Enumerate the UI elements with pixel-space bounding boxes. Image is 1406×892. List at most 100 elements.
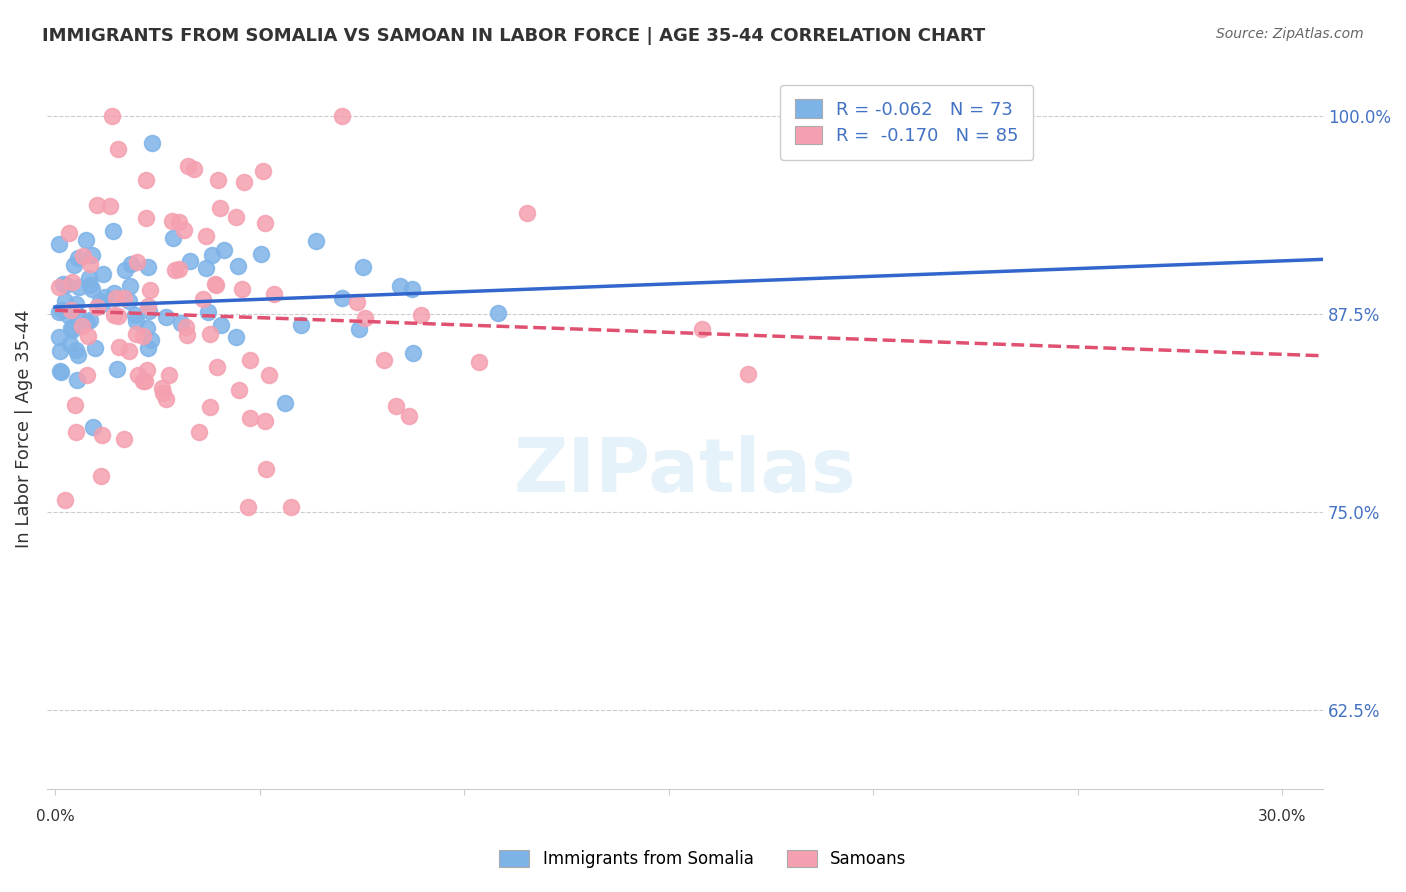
Point — [48, 305, 70, 319]
Point — [59, 337, 82, 351]
Point — [103, 308, 125, 322]
Point — [225, 329, 247, 343]
Point — [112, 433, 135, 447]
Point — [117, 344, 139, 359]
Point — [72, 318, 94, 333]
Point — [86, 198, 108, 212]
Point — [398, 409, 420, 424]
Point — [354, 311, 377, 326]
Point — [51, 303, 73, 318]
Point — [90, 297, 112, 311]
Point — [135, 321, 157, 335]
Point — [204, 278, 226, 293]
Point — [94, 290, 117, 304]
Point — [138, 260, 160, 274]
Text: Source: ZipAtlas.com: Source: ZipAtlas.com — [1216, 27, 1364, 41]
Text: 30.0%: 30.0% — [1258, 809, 1306, 824]
Point — [124, 308, 146, 322]
Point — [136, 299, 159, 313]
Point — [138, 283, 160, 297]
Y-axis label: In Labor Force | Age 35-44: In Labor Force | Age 35-44 — [15, 310, 32, 548]
Point — [59, 302, 82, 317]
Point — [79, 278, 101, 293]
Point — [79, 257, 101, 271]
Point — [120, 278, 142, 293]
Point — [118, 294, 141, 309]
Point — [58, 308, 80, 322]
Point — [112, 291, 135, 305]
Point — [107, 142, 129, 156]
Point — [76, 368, 98, 383]
Point — [201, 248, 224, 262]
Point — [197, 305, 219, 319]
Point — [347, 322, 370, 336]
Point — [107, 309, 129, 323]
Point — [141, 136, 163, 150]
Point — [86, 300, 108, 314]
Point — [82, 248, 104, 262]
Point — [239, 411, 262, 425]
Point — [63, 398, 86, 412]
Point — [352, 260, 374, 274]
Point — [402, 346, 425, 360]
Point — [257, 368, 280, 383]
Point — [280, 500, 302, 514]
Legend: Immigrants from Somalia, Samoans: Immigrants from Somalia, Samoans — [492, 843, 914, 875]
Point — [737, 367, 759, 381]
Point — [65, 307, 87, 321]
Point — [51, 365, 73, 379]
Point — [103, 286, 125, 301]
Point — [177, 159, 200, 173]
Point — [114, 263, 136, 277]
Point — [239, 353, 262, 368]
Point — [162, 231, 184, 245]
Point — [411, 308, 433, 322]
Point — [53, 493, 76, 508]
Point — [77, 329, 100, 343]
Legend: R = -0.062   N = 73, R =  -0.170   N = 85: R = -0.062 N = 73, R = -0.170 N = 85 — [780, 85, 1033, 160]
Point — [183, 162, 205, 177]
Point — [290, 318, 312, 332]
Point — [90, 469, 112, 483]
Point — [82, 420, 104, 434]
Point — [274, 395, 297, 409]
Point — [66, 373, 89, 387]
Point — [101, 224, 124, 238]
Point — [233, 175, 256, 189]
Point — [125, 254, 148, 268]
Point — [252, 164, 274, 178]
Point — [66, 348, 89, 362]
Point — [305, 234, 328, 248]
Point — [205, 359, 228, 374]
Point — [155, 392, 177, 406]
Point — [401, 282, 423, 296]
Text: 0.0%: 0.0% — [35, 809, 75, 824]
Point — [209, 318, 232, 332]
Point — [486, 306, 509, 320]
Point — [124, 327, 146, 342]
Point — [207, 173, 229, 187]
Point — [167, 262, 190, 277]
Point — [155, 310, 177, 325]
Point — [76, 314, 98, 328]
Point — [254, 462, 277, 476]
Point — [62, 323, 84, 337]
Point — [385, 400, 408, 414]
Point — [174, 319, 197, 334]
Point — [120, 257, 142, 271]
Point — [138, 304, 160, 318]
Point — [132, 328, 155, 343]
Point — [65, 425, 87, 440]
Point — [253, 415, 276, 429]
Point — [139, 334, 162, 348]
Text: IMMIGRANTS FROM SOMALIA VS SAMOAN IN LABOR FORCE | AGE 35-44 CORRELATION CHART: IMMIGRANTS FROM SOMALIA VS SAMOAN IN LAB… — [42, 27, 986, 45]
Point — [346, 294, 368, 309]
Point — [91, 267, 114, 281]
Point — [179, 254, 201, 268]
Point — [163, 263, 186, 277]
Point — [84, 342, 107, 356]
Point — [72, 249, 94, 263]
Point — [58, 227, 80, 241]
Point — [173, 222, 195, 236]
Point — [125, 314, 148, 328]
